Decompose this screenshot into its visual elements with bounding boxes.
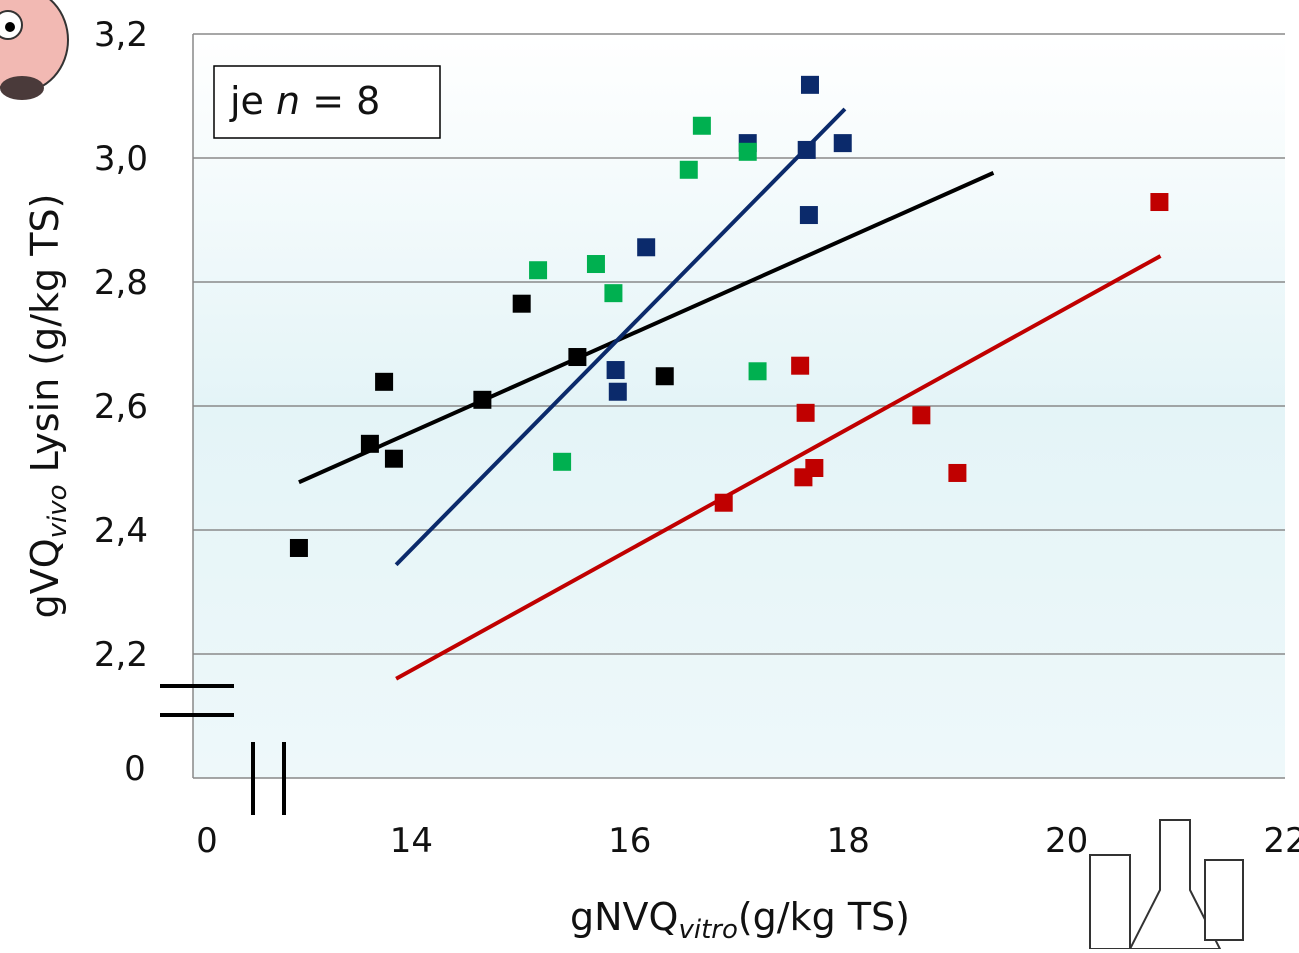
y-tick-label: 3,2 <box>94 15 148 55</box>
point <box>512 294 531 313</box>
point <box>800 75 819 94</box>
x-tick-label: 22 <box>1263 821 1299 861</box>
point <box>948 463 967 482</box>
y-tick-label: 2,8 <box>94 263 148 303</box>
point <box>833 134 852 153</box>
point <box>553 452 572 471</box>
point <box>568 348 587 367</box>
y-tick-label: 3,0 <box>94 139 148 179</box>
point <box>791 356 810 375</box>
x-tick-label: 18 <box>827 821 870 861</box>
point <box>384 449 403 468</box>
point <box>796 403 815 422</box>
y-tick-label: 2,6 <box>94 387 148 427</box>
point <box>360 434 379 453</box>
x-tick-label: 14 <box>390 821 433 861</box>
annotation-box <box>213 65 441 139</box>
y-axis-title: gVQvivo Lysin (g/kg TS) <box>23 194 73 619</box>
point <box>608 382 627 401</box>
trend-line <box>394 107 847 567</box>
point <box>912 406 931 425</box>
beaker-icon <box>1089 819 1244 950</box>
x-tick-label: 20 <box>1045 821 1088 861</box>
pig-icon <box>0 0 69 100</box>
point <box>799 206 818 225</box>
point <box>738 142 757 161</box>
point <box>529 261 548 280</box>
point <box>375 372 394 391</box>
y-tick-label: 0 <box>124 749 146 789</box>
x-tick-label: 0 <box>196 821 218 861</box>
point <box>797 140 816 159</box>
point <box>692 116 711 135</box>
point <box>1150 193 1169 212</box>
x-tick-label: 16 <box>608 821 651 861</box>
point <box>586 255 605 274</box>
x-axis-break <box>251 742 286 815</box>
annotation: je n = 8 <box>229 79 380 123</box>
point <box>794 468 813 487</box>
y-tick-label: 2,2 <box>94 635 148 675</box>
point <box>655 367 674 386</box>
trend-line <box>298 171 995 485</box>
point <box>714 493 733 512</box>
point <box>604 284 623 303</box>
point <box>606 361 625 380</box>
point <box>748 362 767 381</box>
point <box>679 160 698 179</box>
point <box>289 538 308 557</box>
point <box>637 238 656 257</box>
point <box>473 390 492 409</box>
y-axis-break <box>160 684 234 717</box>
y-tick-label: 2,4 <box>94 511 148 551</box>
trend-line <box>395 254 1162 681</box>
x-axis-title: gNVQvitro(g/kg TS) <box>570 895 910 945</box>
